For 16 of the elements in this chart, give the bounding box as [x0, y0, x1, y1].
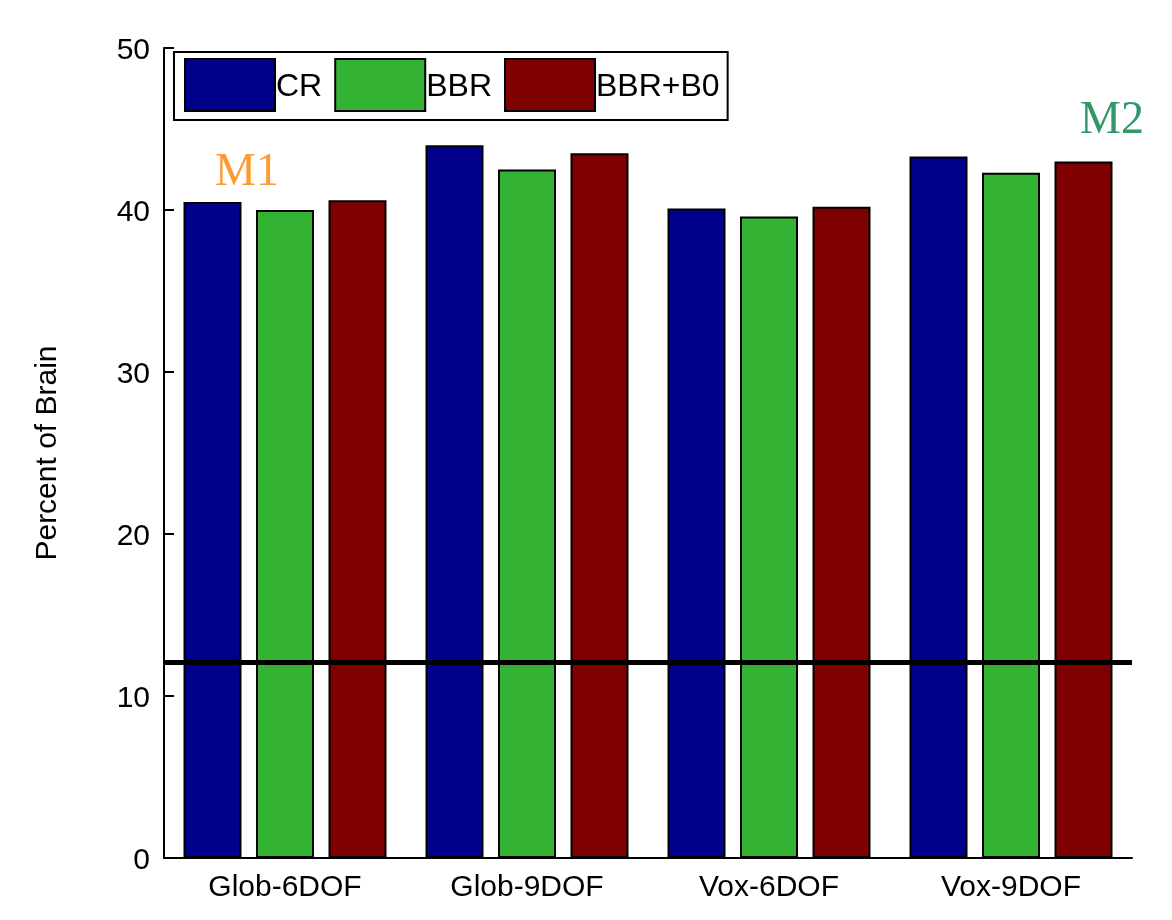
x-tick-label: Vox-6DOF [698, 868, 840, 902]
y-tick-label: 50 [116, 31, 150, 65]
annotation: M2 [1080, 91, 1144, 143]
y-tick-label: 40 [116, 193, 150, 227]
y-axis-title: Percent of Brain [28, 345, 62, 561]
y-tick-label: 10 [116, 679, 150, 713]
legend-label: BBR [426, 67, 493, 103]
x-tick-label: Glob-6DOF [208, 868, 362, 902]
legend-label: CR [276, 67, 323, 103]
x-tick-label: Glob-9DOF [450, 868, 604, 902]
legend-label: BBR+B0 [596, 67, 720, 103]
y-tick-label: 30 [116, 355, 150, 389]
y-tick-label: 0 [133, 841, 150, 875]
annotation: M1 [215, 143, 279, 195]
x-tick-label: Vox-9DOF [940, 868, 1082, 902]
y-tick-label: 20 [116, 517, 150, 551]
